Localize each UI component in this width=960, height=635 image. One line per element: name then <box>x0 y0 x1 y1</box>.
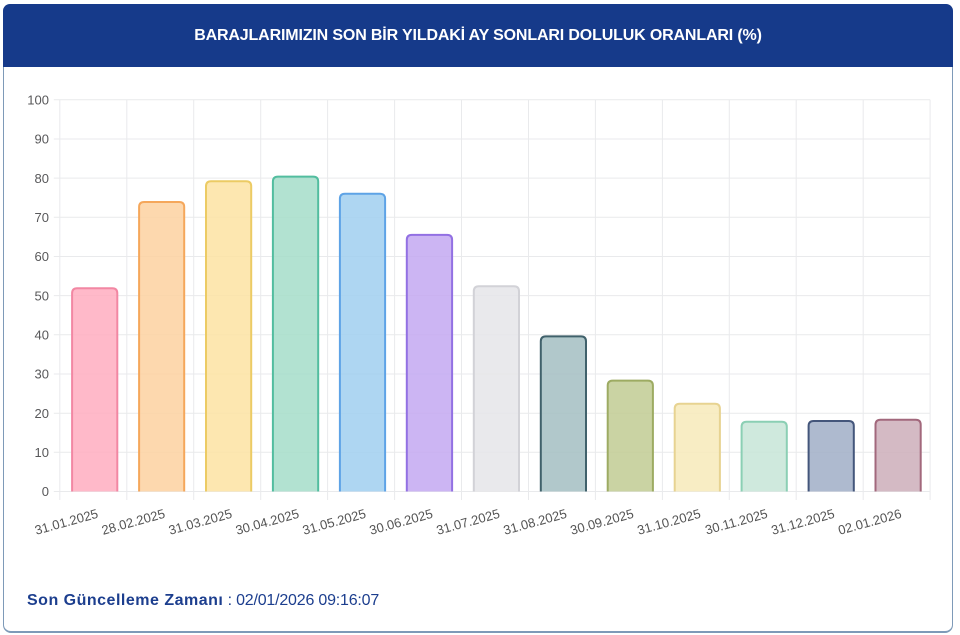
svg-text:50: 50 <box>35 288 49 303</box>
svg-text:20: 20 <box>35 406 49 421</box>
svg-text:30.04.2025: 30.04.2025 <box>234 506 301 538</box>
svg-text:80: 80 <box>35 171 49 186</box>
svg-text:90: 90 <box>35 132 49 147</box>
svg-text:02.01.2026: 02.01.2026 <box>836 506 903 538</box>
svg-text:31.10.2025: 31.10.2025 <box>636 506 703 538</box>
svg-text:100: 100 <box>27 93 49 108</box>
svg-text:30.06.2025: 30.06.2025 <box>368 506 435 538</box>
svg-text:40: 40 <box>35 328 49 343</box>
svg-text:10: 10 <box>35 445 49 460</box>
svg-text:31.08.2025: 31.08.2025 <box>502 506 569 538</box>
svg-text:0: 0 <box>42 484 49 499</box>
svg-text:30.09.2025: 30.09.2025 <box>569 506 636 538</box>
svg-text:31.12.2025: 31.12.2025 <box>769 506 836 538</box>
svg-text:31.03.2025: 31.03.2025 <box>167 506 234 538</box>
svg-text:30: 30 <box>35 367 49 382</box>
svg-text:31.07.2025: 31.07.2025 <box>435 506 502 538</box>
svg-text:70: 70 <box>35 210 49 225</box>
svg-text:28.02.2025: 28.02.2025 <box>100 506 167 538</box>
svg-text:31.05.2025: 31.05.2025 <box>301 506 368 538</box>
svg-text:60: 60 <box>35 249 49 264</box>
svg-text:30.11.2025: 30.11.2025 <box>703 506 769 538</box>
svg-text:31.01.2025: 31.01.2025 <box>33 506 100 538</box>
